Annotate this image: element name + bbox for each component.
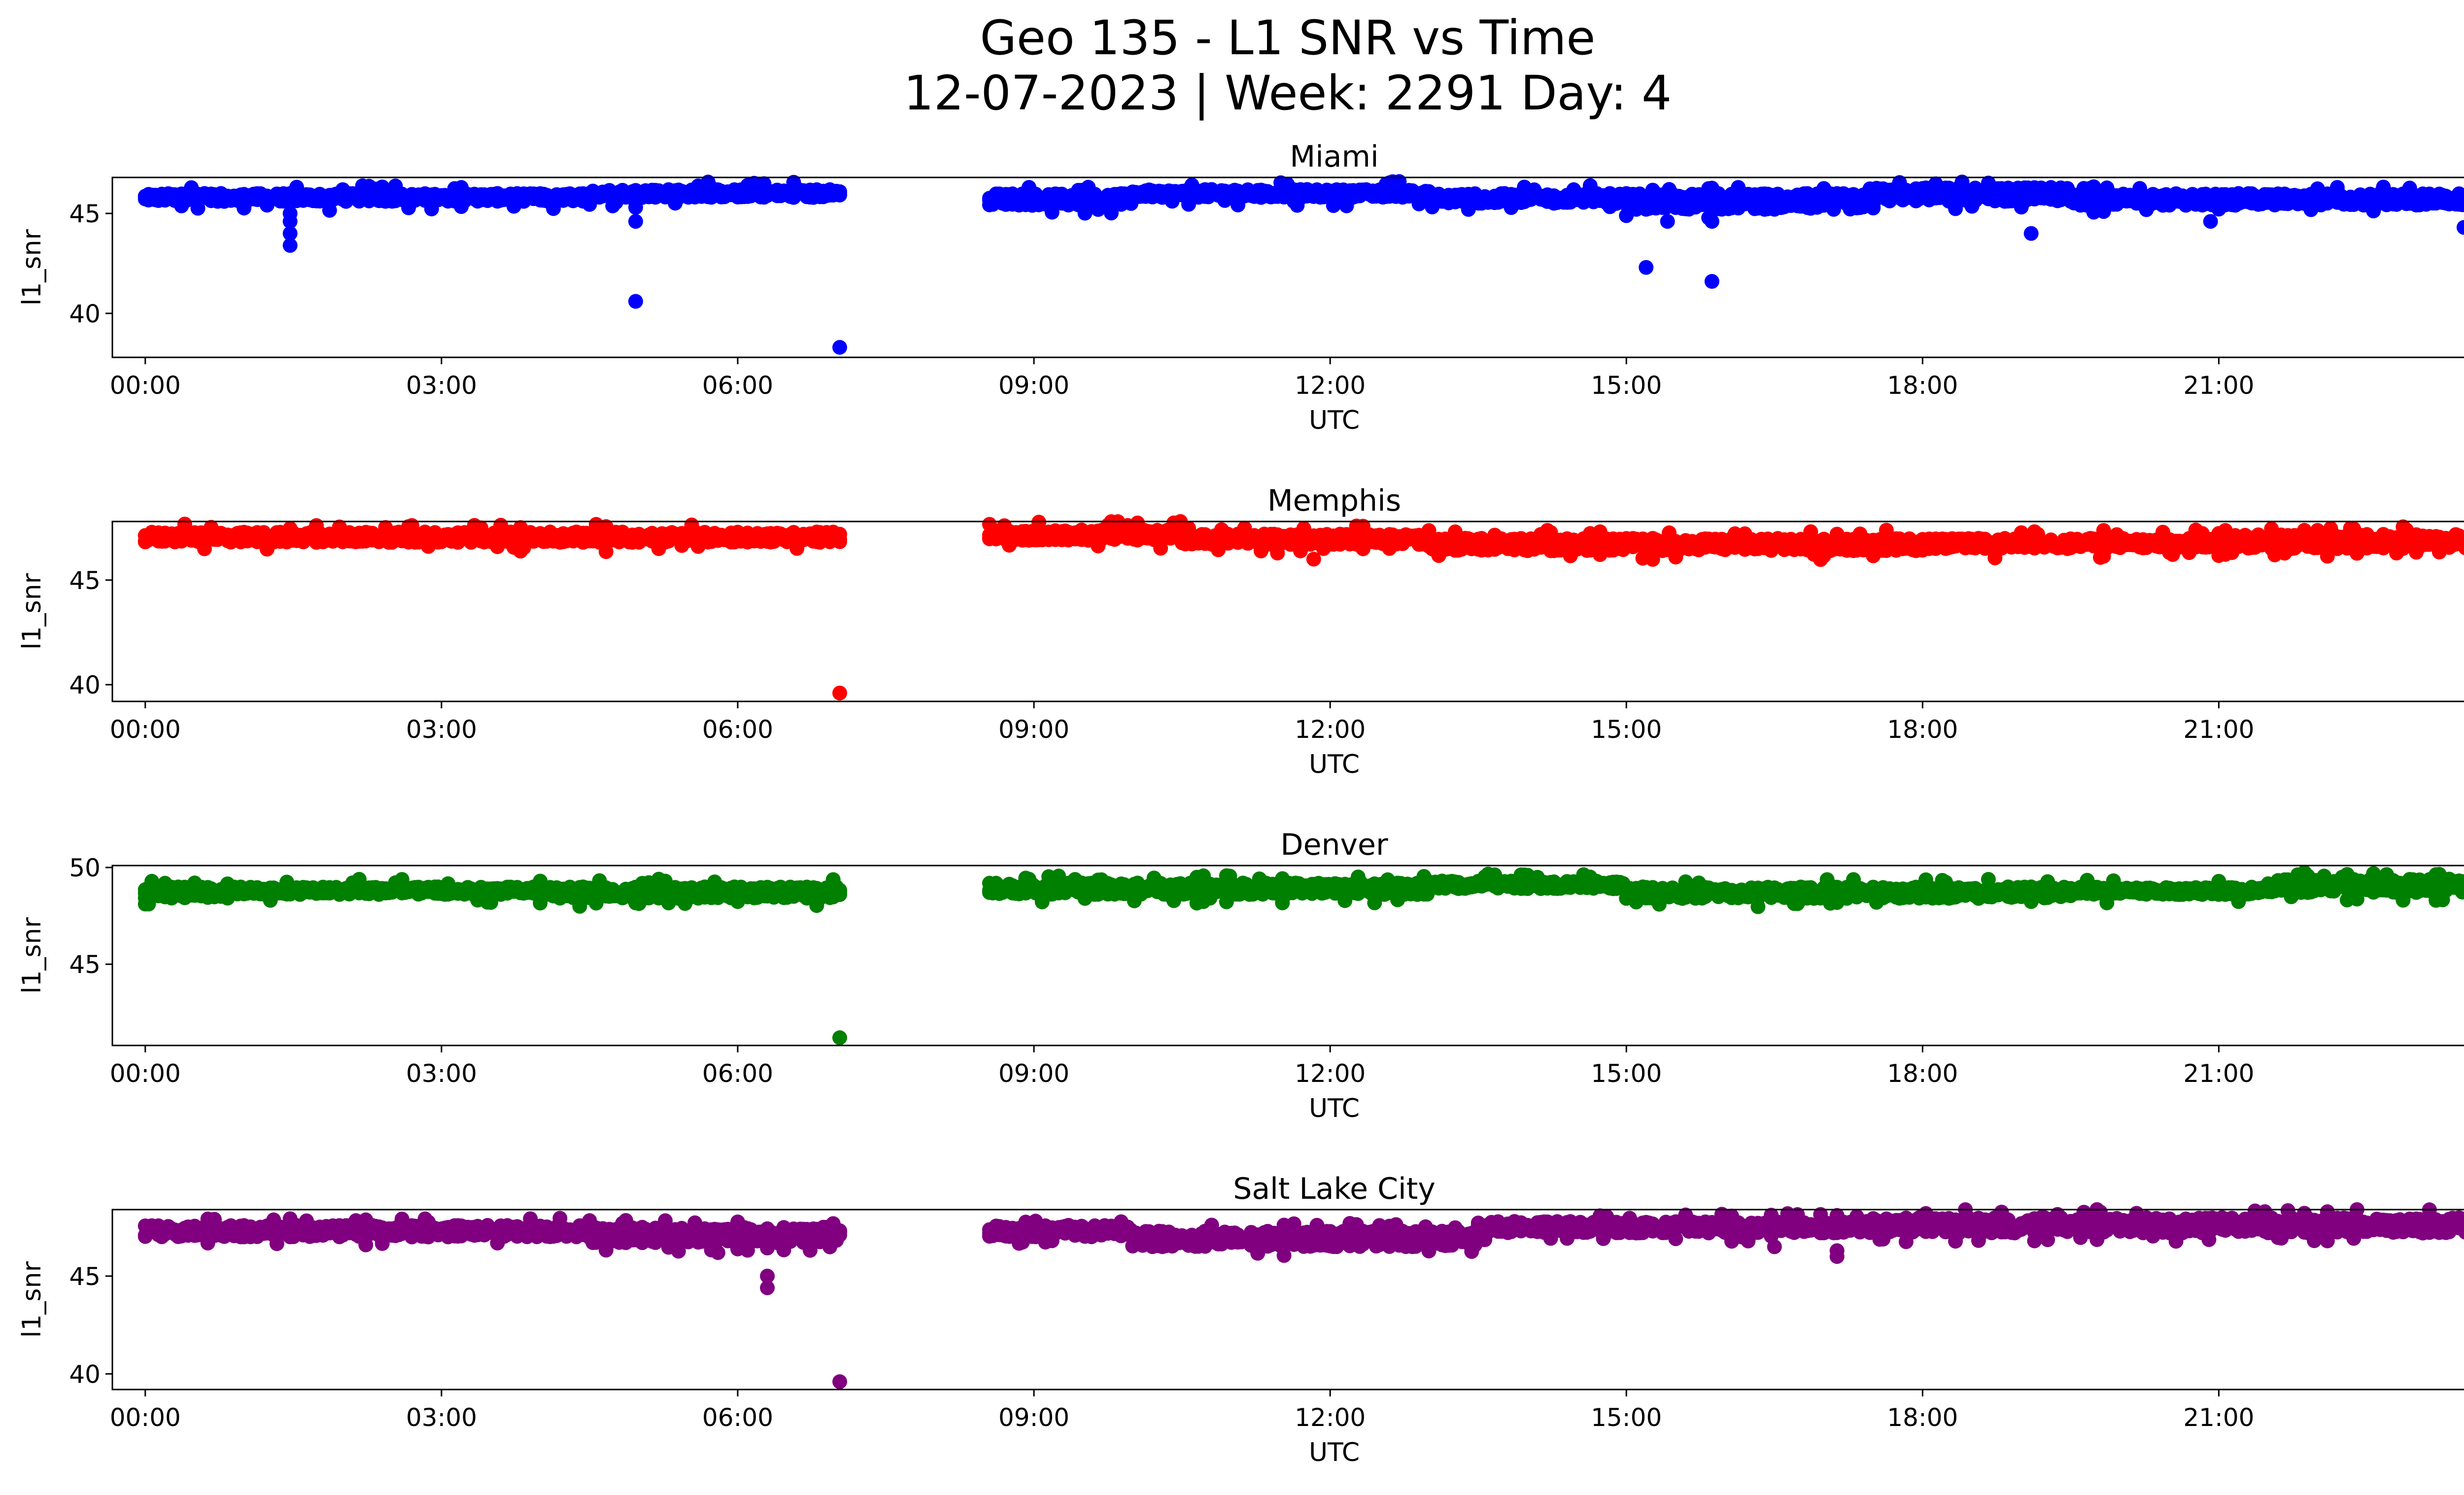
scatter-points: [137, 514, 2464, 700]
x-tick-label: 12:00: [1295, 715, 1366, 744]
outlier-point: [282, 238, 298, 253]
outlier-point: [628, 214, 643, 229]
figure-title-line-2: 12-07-2023 | Week: 2291 Day: 4: [904, 66, 1672, 121]
x-tick-label: 00:00: [110, 371, 181, 400]
x-tick-label: 21:00: [2183, 371, 2254, 400]
x-tick-label: 18:00: [1887, 371, 1958, 400]
outlier-point: [628, 294, 643, 309]
subplot-title: Miami: [1290, 139, 1378, 174]
figure-title-line-1: Geo 135 - L1 SNR vs Time: [980, 10, 1596, 66]
outlier-point: [832, 340, 847, 355]
scatter-points: [137, 174, 2464, 355]
outlier-point: [1704, 214, 1719, 229]
y-tick-label: 45: [69, 566, 101, 595]
y-axis-label: l1_snr: [17, 229, 47, 306]
x-tick-label: 00:00: [110, 715, 181, 744]
x-tick-label: 09:00: [998, 371, 1069, 400]
subplot-title: Memphis: [1267, 484, 1401, 518]
x-tick-label: 03:00: [406, 715, 477, 744]
subplot-miami: Miami 00:00 03:00 06:00 09:00 12:00 15:00 18:00…: [17, 139, 2464, 435]
x-tick-label: 15:00: [1591, 371, 1662, 400]
outlier-point: [2203, 214, 2218, 229]
outlier-point: [1639, 260, 1654, 275]
scatter-points: [137, 865, 2464, 1045]
outlier-point: [1704, 274, 1719, 289]
outlier-point: [997, 518, 1012, 533]
outlier-point: [832, 686, 847, 700]
subplot-panels: Miami 00:00 03:00 06:00 09:00 12:00 15:00 18:00…: [17, 139, 2464, 1467]
x-tick-label: 06:00: [702, 371, 773, 400]
y-tick-label: 40: [69, 671, 101, 699]
x-tick-label: 12:00: [1295, 371, 1366, 400]
x-tick-label: 21:00: [2183, 715, 2254, 744]
data-point: [832, 187, 847, 203]
x-tick-label: 06:00: [702, 715, 773, 744]
y-tick-label: 45: [69, 200, 101, 228]
x-tick-label: 03:00: [406, 371, 477, 400]
subplot-title: Denver: [1280, 828, 1388, 862]
x-tick-label: 18:00: [1887, 715, 1958, 744]
outlier-point: [1306, 552, 1321, 567]
x-tick-label: 09:00: [998, 715, 1069, 744]
outlier-point: [1660, 214, 1675, 229]
outlier-point: [628, 200, 643, 215]
x-axis-label: UTC: [1309, 406, 1360, 435]
y-tick-label: 40: [69, 300, 101, 328]
subplot-memphis: Memphis 00:00 03:00 06:00 09:00 12:00 15:00 18:…: [17, 484, 2464, 779]
data-point: [832, 532, 847, 547]
outlier-point: [2457, 220, 2464, 235]
y-axis-label: l1_snr: [17, 573, 47, 650]
outlier-point: [1668, 550, 1683, 565]
outlier-point: [2023, 226, 2039, 241]
x-tick-label: 15:00: [1591, 715, 1662, 744]
x-axis-label: UTC: [1309, 750, 1360, 779]
